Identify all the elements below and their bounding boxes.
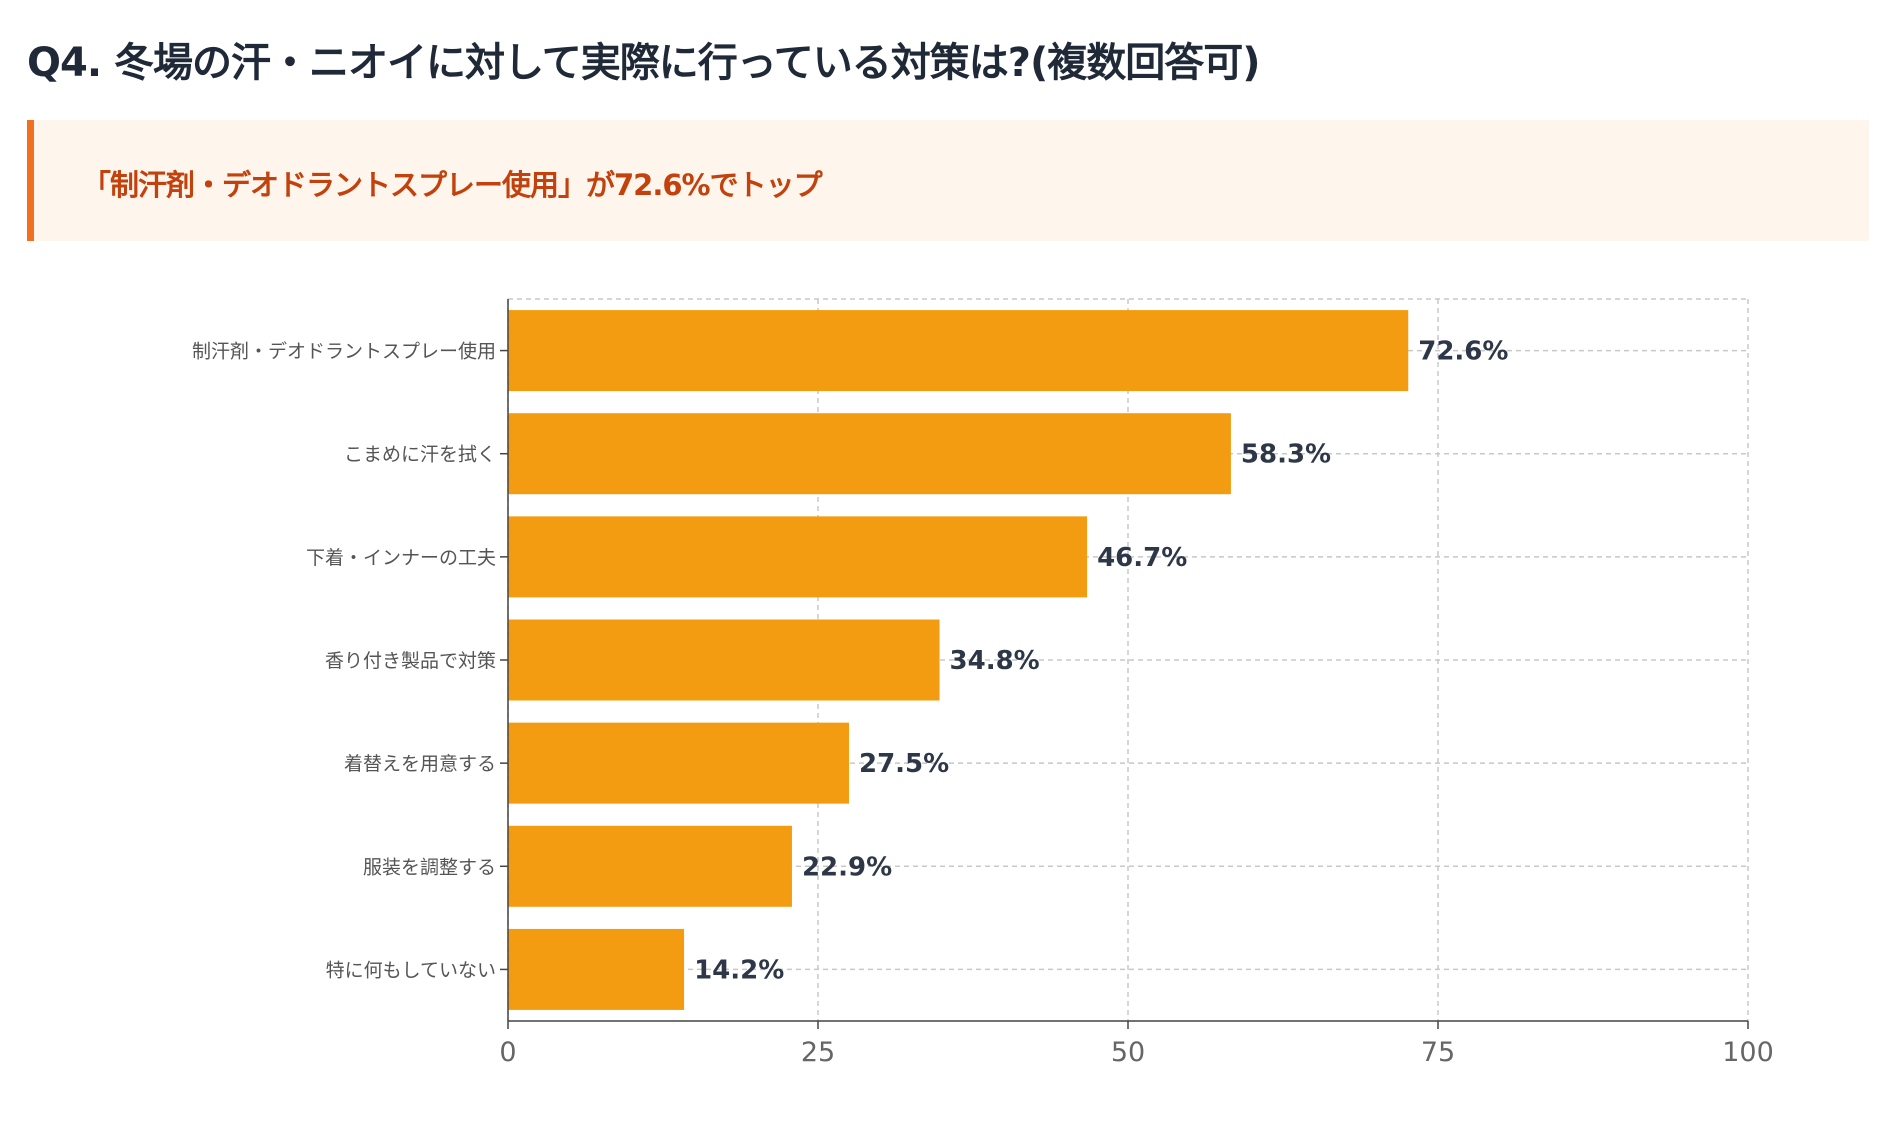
bar	[508, 516, 1088, 598]
data-label: 22.9%	[802, 852, 892, 882]
bar	[508, 619, 940, 701]
x-tick-label: 25	[801, 1037, 835, 1068]
x-tick-label: 0	[499, 1037, 516, 1068]
bar	[508, 413, 1231, 495]
bar	[508, 928, 685, 1010]
data-label: 58.3%	[1241, 440, 1331, 470]
highlight-banner: 「制汗剤・デオドラントスプレー使用」が72.6%でトップ	[27, 120, 1869, 241]
y-tick-label: 服装を調整する	[363, 856, 496, 878]
data-label: 72.6%	[1418, 337, 1508, 367]
bar	[508, 825, 792, 907]
x-tick-label: 75	[1421, 1037, 1455, 1068]
data-label: 34.8%	[950, 646, 1040, 676]
x-tick-label: 100	[1722, 1037, 1774, 1068]
page-title: Q4. 冬場の汗・ニオイに対して実際に行っている対策は?(複数回答可)	[27, 40, 1261, 86]
data-label: 46.7%	[1097, 543, 1187, 573]
data-label: 14.2%	[694, 955, 784, 985]
x-tick-label: 50	[1111, 1037, 1145, 1068]
y-tick-label: 下着・インナーの工夫	[306, 547, 496, 569]
bar	[508, 310, 1409, 392]
bar	[508, 722, 849, 804]
data-label: 27.5%	[859, 749, 949, 779]
y-tick-label: 制汗剤・デオドラントスプレー使用	[192, 341, 496, 363]
y-tick-label: 香り付き製品で対策	[325, 650, 496, 672]
y-tick-label: こまめに汗を拭く	[344, 444, 496, 466]
highlight-text: 「制汗剤・デオドラントスプレー使用」が72.6%でトップ	[82, 168, 823, 202]
y-tick-label: 着替えを用意する	[344, 753, 496, 775]
y-tick-label: 特に何もしていない	[326, 959, 496, 981]
